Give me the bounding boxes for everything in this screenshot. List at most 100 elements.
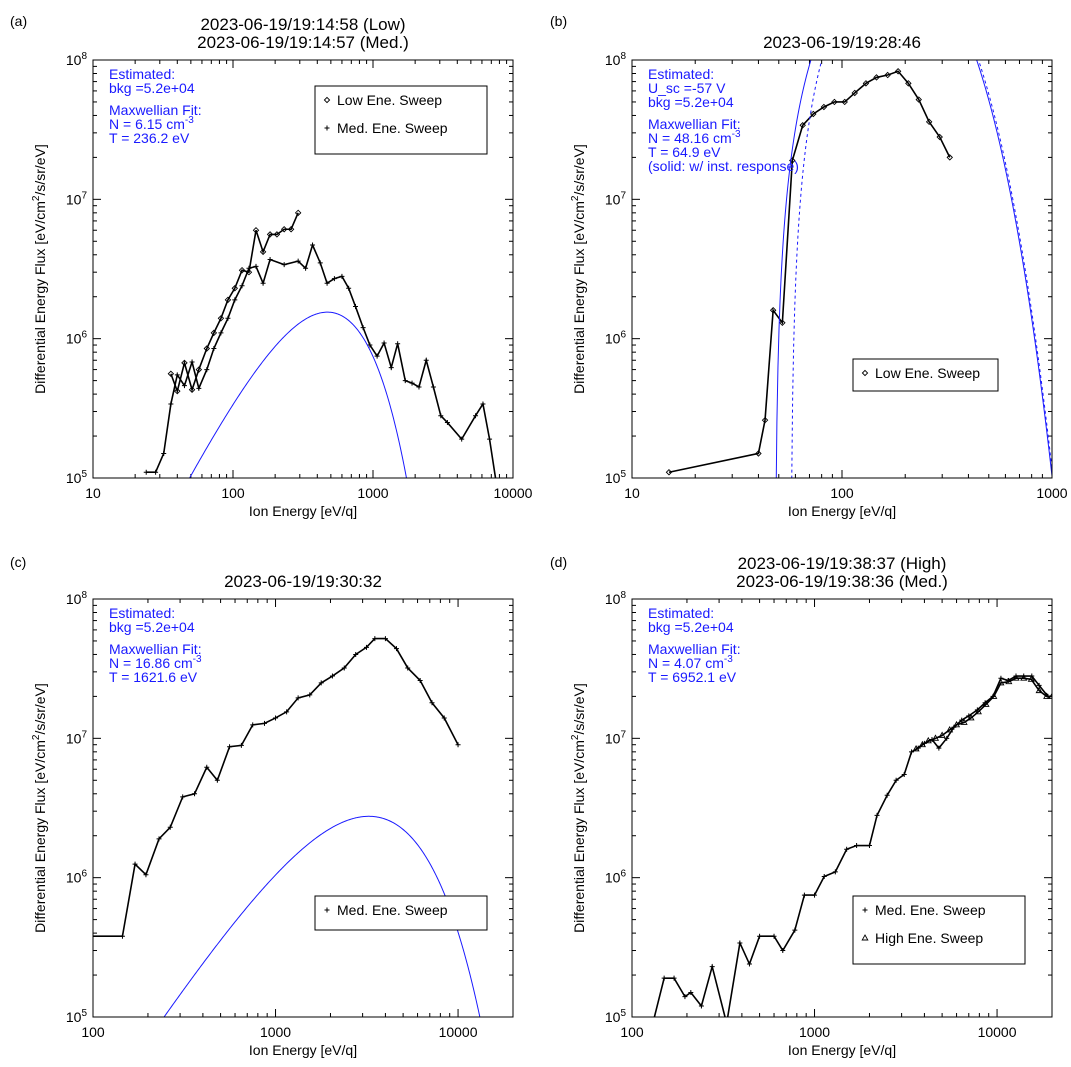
data-point-plus: [250, 722, 256, 728]
data-point-triangle: [1043, 692, 1051, 699]
plot-frame: [92, 598, 514, 1018]
fit-curve-dashed: [791, 60, 1052, 478]
data-point-triangle: [967, 714, 975, 721]
data-point-triangle: [1035, 686, 1043, 694]
data-point-plus: [295, 695, 301, 701]
series-line-diamond: [668, 70, 951, 474]
data-point-plus: [353, 304, 359, 310]
annotation-line: Estimated:: [109, 605, 175, 621]
data-point-plus: [189, 359, 195, 365]
chart-title-line: 2023-06-19/19:14:58 (Low): [200, 15, 405, 34]
data-point-plus: [884, 792, 890, 798]
annotation-line: bkg =5.2e+04: [109, 80, 195, 96]
x-tick-label: 10000: [494, 485, 533, 501]
data-point-diamond: [851, 89, 858, 97]
data-point-plus: [346, 285, 352, 291]
data-point-triangle: [1012, 674, 1020, 681]
data-point-plus: [156, 836, 162, 842]
data-point-diamond: [273, 231, 281, 238]
data-point-diamond: [217, 315, 225, 322]
data-point-plus: [416, 384, 422, 390]
data-point-plus: [180, 794, 186, 800]
data-point-plus: [944, 735, 950, 741]
data-point-plus: [382, 636, 388, 642]
data-point-plus: [812, 892, 818, 898]
data-point-plus: [363, 644, 369, 650]
y-tick-label: 108: [605, 51, 627, 68]
legend-box: [314, 895, 488, 931]
annotation-line: Maxwellian Fit:: [648, 116, 741, 132]
plot-area: [143, 209, 499, 478]
data-point-diamond: [873, 74, 880, 81]
x-tick-label: 100: [830, 485, 854, 501]
data-point-diamond: [769, 306, 777, 314]
data-point-plus: [429, 700, 435, 706]
data-point-plus: [832, 869, 838, 875]
data-point-plus: [227, 744, 233, 750]
data-point-plus: [329, 673, 335, 679]
x-tick-label: 1000: [1036, 485, 1067, 501]
data-point-triangle: [952, 720, 961, 728]
x-tick-label: 1000: [799, 1024, 830, 1040]
data-point-plus: [281, 262, 287, 268]
data-point-triangle: [918, 740, 926, 748]
series-line-plus: [146, 242, 497, 478]
panel-label: (b): [550, 13, 567, 29]
data-point-plus: [132, 861, 138, 867]
plot-area: [665, 60, 1052, 478]
data-point-triangle: [924, 736, 932, 744]
data-point-diamond: [831, 98, 838, 106]
x-tick-label: 1000: [357, 485, 388, 501]
data-point-plus: [143, 469, 149, 475]
x-axis-label: Ion Energy [eV/q]: [788, 503, 896, 519]
data-point-diamond: [779, 319, 786, 327]
fit-curve: [163, 815, 481, 1017]
data-point-diamond: [925, 118, 933, 126]
legend-label: Med. Ene. Sweep: [875, 902, 986, 918]
chart-panel-3: (c) 2023-06-19/19:30:32 100 1000 10000 105 106…: [10, 554, 514, 1058]
fit-curve: [775, 60, 1052, 478]
data-point-plus: [181, 383, 187, 389]
chart-title-line: 2023-06-19/19:14:57 (Med.): [197, 33, 409, 52]
y-tick-label: 107: [605, 729, 627, 746]
data-point-plus: [204, 367, 210, 373]
legend-label: Med. Ene. Sweep: [337, 902, 448, 918]
data-point-plus: [267, 256, 273, 262]
x-tick-label: 10000: [978, 1024, 1017, 1040]
data-point-plus: [771, 933, 777, 939]
data-point-plus: [821, 873, 827, 879]
data-point-diamond: [841, 98, 848, 106]
y-tick-label: 107: [605, 190, 627, 207]
data-point-plus: [192, 791, 198, 797]
data-point-plus: [395, 341, 401, 347]
x-axis-label: Ion Energy [eV/q]: [788, 1042, 896, 1058]
annotation-line: Estimated:: [109, 66, 175, 82]
x-tick-label: 10000: [439, 1024, 478, 1040]
data-point-plus: [331, 276, 337, 282]
annotation-line: U_sc =-57 V: [648, 80, 726, 96]
annotation-line: Maxwellian Fit:: [109, 102, 202, 118]
y-tick-label: 106: [66, 869, 88, 886]
data-point-plus: [167, 824, 173, 830]
data-point-plus: [367, 342, 373, 348]
annotation-line: Estimated:: [648, 605, 714, 621]
data-point-plus: [402, 378, 408, 384]
legend-box: [852, 895, 1026, 965]
data-point-plus: [307, 692, 313, 698]
data-point-plus: [441, 715, 447, 721]
data-point-diamond: [810, 110, 817, 118]
data-point-plus: [318, 680, 324, 686]
annotation-line: N = 6.15 cm-3: [109, 115, 194, 132]
data-point-plus: [480, 401, 486, 407]
data-point-plus: [709, 964, 715, 970]
data-point-diamond: [231, 285, 239, 292]
panel-label: (a): [10, 13, 27, 29]
annotation-line: N = 16.86 cm-3: [109, 654, 202, 671]
chart-title-line: 2023-06-19/19:38:37 (High): [738, 554, 947, 573]
annotation-line: N = 48.16 cm-3: [648, 129, 741, 146]
annotation-line: Maxwellian Fit:: [109, 641, 202, 657]
data-point-plus: [487, 436, 493, 442]
data-point-plus: [473, 413, 479, 419]
data-point-triangle: [1027, 675, 1035, 682]
data-point-plus: [310, 242, 316, 248]
